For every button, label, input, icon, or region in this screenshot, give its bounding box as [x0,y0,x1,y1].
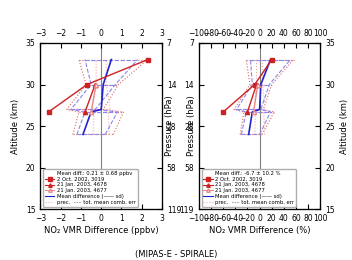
Legend: Mean diff.: -6.7 ± 10.2 %, 2 Oct. 2002, 3019, 21 Jan. 2003, 4678, 21 Jan. 2003, : Mean diff.: -6.7 ± 10.2 %, 2 Oct. 2002, … [201,169,296,207]
Y-axis label: Altitude (km): Altitude (km) [11,99,20,154]
Legend: Mean diff.: 0.21 ± 0.68 ppbv, 2 Oct. 2002, 3019, 21 Jan. 2003, 4678, 21 Jan. 200: Mean diff.: 0.21 ± 0.68 ppbv, 2 Oct. 200… [43,169,138,207]
X-axis label: NO₂ VMR Difference (%): NO₂ VMR Difference (%) [209,226,310,235]
Y-axis label: Altitude (km): Altitude (km) [340,99,350,154]
Text: (MIPAS-E - SPIRALE): (MIPAS-E - SPIRALE) [135,250,217,259]
Y-axis label: Pressure (hPa): Pressure (hPa) [165,96,174,157]
X-axis label: NO₂ VMR Difference (ppbv): NO₂ VMR Difference (ppbv) [44,226,158,235]
Y-axis label: Pressure (hPa): Pressure (hPa) [187,96,196,157]
